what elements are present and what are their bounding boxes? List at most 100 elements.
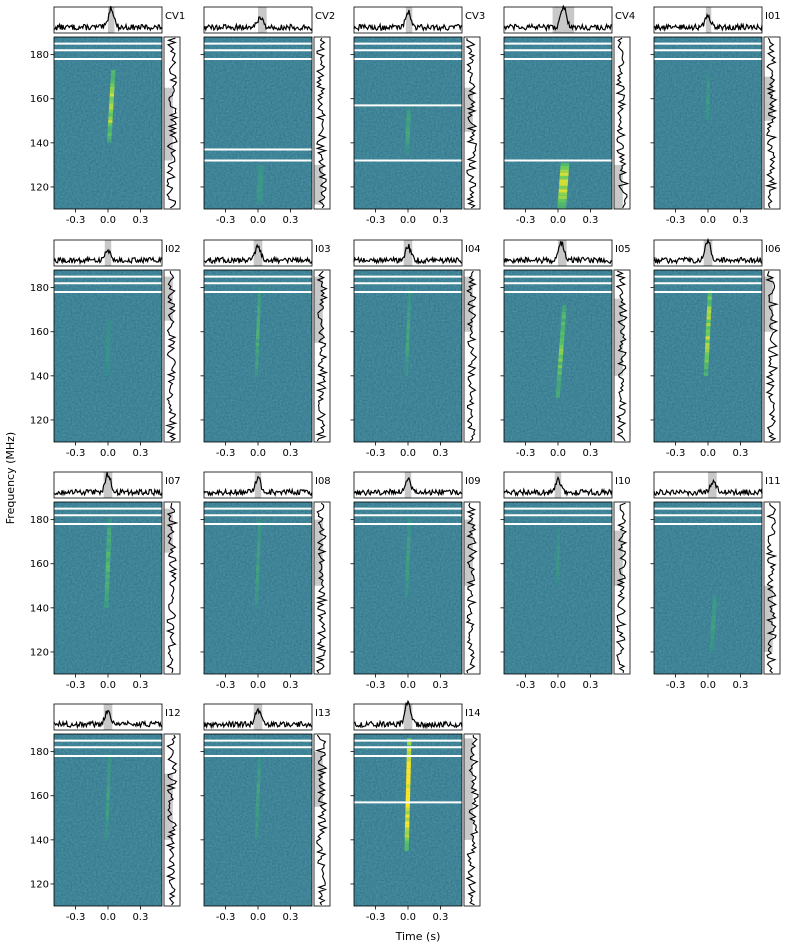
- emission-pixel: [406, 124, 411, 128]
- emission-pixel: [258, 286, 262, 290]
- x-tick-label: -0.3: [366, 448, 386, 459]
- x-axis-label: Time (s): [395, 930, 441, 943]
- emission-pixel: [555, 572, 560, 576]
- emission-pixel: [405, 821, 410, 825]
- emission-pixel: [711, 618, 716, 623]
- emission-pixel: [106, 531, 112, 536]
- spectrum-line: [165, 734, 178, 906]
- frequency-shade: [464, 519, 473, 586]
- emission-pixel: [556, 536, 561, 540]
- emission-pixel: [105, 571, 110, 575]
- emission-pixel: [705, 117, 710, 121]
- emission-pixel: [556, 378, 562, 382]
- y-tick-label: 180: [30, 283, 49, 294]
- time-series-frame: [53, 6, 163, 34]
- emission-pixel: [256, 336, 260, 340]
- x-tick-label: -0.3: [666, 448, 686, 459]
- emission-pixel: [404, 840, 409, 845]
- emission-pixel: [556, 539, 561, 543]
- emission-pixel: [104, 836, 108, 840]
- spectrum-line: [465, 735, 479, 906]
- emission-pixel: [405, 143, 410, 148]
- emission-pixel: [555, 569, 560, 573]
- panel-label: I12: [165, 708, 181, 719]
- emission-pixel: [706, 322, 711, 327]
- emission-pixel: [257, 773, 261, 777]
- emission-pixel: [405, 130, 411, 135]
- emission-pixel: [558, 195, 567, 200]
- spectrum-line: [315, 502, 329, 674]
- emission-pixel: [561, 321, 566, 326]
- emission-pixel: [406, 771, 411, 775]
- y-tick-label: 140: [30, 371, 49, 382]
- emission-pixel: [109, 103, 114, 107]
- panel-label: I08: [315, 476, 331, 487]
- emission-pixel: [706, 316, 711, 320]
- emission-pixel: [257, 531, 261, 536]
- emission-pixel: [407, 299, 411, 304]
- emission-pixel: [256, 796, 260, 801]
- emission-pixel: [407, 293, 412, 297]
- emission-pixel: [406, 322, 410, 327]
- emission-pixel: [256, 564, 260, 569]
- emission-pixel: [406, 543, 411, 548]
- emission-pixel: [555, 579, 559, 583]
- x-tick-label: 0.0: [700, 680, 716, 691]
- panel-label: CV3: [465, 11, 485, 22]
- emission-pixel: [255, 352, 259, 356]
- x-tick-label: -0.3: [216, 912, 236, 923]
- frequency-shade: [614, 530, 623, 586]
- emission-pixel: [255, 594, 259, 598]
- emission-pixel: [406, 784, 411, 789]
- emission-pixel: [404, 365, 409, 370]
- frequency-shade: [464, 738, 473, 840]
- emission-pixel: [706, 87, 710, 92]
- x-tick-label: 0.3: [582, 448, 598, 459]
- emission-pixel: [706, 74, 711, 78]
- emission-pixel: [707, 303, 712, 307]
- emission-pixel: [712, 599, 717, 603]
- emission-pixel: [256, 786, 260, 791]
- x-tick-label: 0.0: [550, 448, 566, 459]
- emission-pixel: [406, 761, 411, 765]
- panel-label: I09: [465, 476, 481, 487]
- emission-pixel: [107, 773, 111, 777]
- emission-pixel: [256, 780, 261, 784]
- emission-pixel: [557, 202, 567, 206]
- emission-pixel: [407, 309, 411, 313]
- emission-pixel: [255, 584, 259, 588]
- emission-pixel: [404, 372, 408, 376]
- y-tick-label: 140: [30, 603, 49, 614]
- emission-pixel: [404, 369, 409, 373]
- spectrum-line: [765, 502, 778, 674]
- emission-pixel: [405, 356, 409, 360]
- spectrogram-noise: [504, 270, 612, 442]
- spectrum-line: [315, 734, 328, 906]
- x-tick-label: 0.3: [432, 215, 448, 226]
- time-series-frame: [53, 471, 163, 499]
- emission-pixel: [406, 764, 411, 769]
- emission-pixel: [406, 540, 411, 544]
- time-shade: [103, 472, 113, 498]
- emission-pixel: [556, 556, 560, 560]
- emission-pixel: [710, 625, 716, 629]
- emission-pixel: [110, 80, 115, 84]
- emission-pixel: [704, 359, 709, 363]
- emission-pixel: [405, 791, 411, 795]
- emission-pixel: [104, 833, 109, 837]
- frequency-shade: [164, 87, 173, 161]
- emission-pixel: [561, 315, 566, 319]
- emission-pixel: [559, 348, 564, 352]
- time-series-line: [203, 475, 313, 497]
- x-tick-label: 0.3: [432, 912, 448, 923]
- time-series-line: [503, 5, 613, 33]
- emission-pixel: [406, 339, 410, 343]
- emission-pixel: [711, 622, 716, 626]
- emission-pixel: [257, 188, 263, 192]
- emission-pixel: [109, 96, 114, 100]
- emission-pixel: [405, 346, 410, 350]
- emission-pixel: [558, 354, 563, 359]
- emission-pixel: [407, 520, 411, 525]
- emission-pixel: [560, 331, 565, 336]
- emission-pixel: [257, 178, 264, 182]
